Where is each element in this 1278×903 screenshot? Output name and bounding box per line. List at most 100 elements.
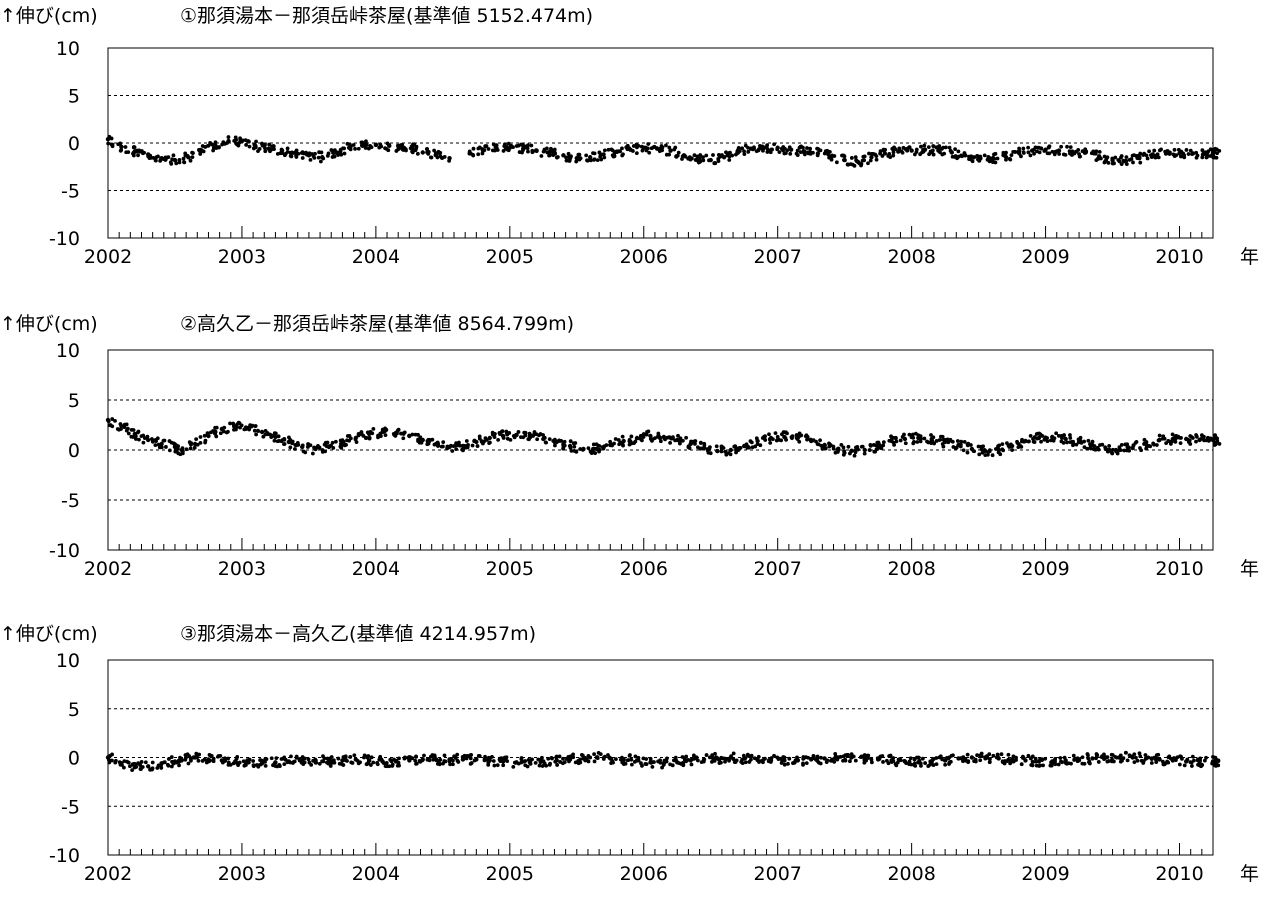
data-point-dense [414, 762, 418, 766]
data-point-dense [598, 752, 603, 756]
data-point-dense [561, 446, 566, 451]
data-point-dense [254, 432, 259, 437]
data-point-dense [629, 762, 634, 767]
data-point [1063, 436, 1068, 442]
data-point [1157, 437, 1162, 443]
data-point-dense [451, 444, 456, 449]
data-point-dense [533, 760, 538, 765]
data-point-dense [110, 758, 114, 763]
data-point [862, 447, 867, 453]
data-point-dense [586, 759, 591, 764]
data-point-dense [611, 154, 616, 159]
data-point-dense [226, 762, 231, 767]
x-tick-label: 2005 [486, 558, 534, 580]
data-point [206, 433, 211, 439]
data-point-dense [859, 754, 864, 759]
data-point [1123, 158, 1129, 164]
data-point-dense [1074, 442, 1079, 447]
data-point-dense [767, 432, 771, 437]
data-point-dense [187, 440, 192, 445]
data-point-dense [468, 761, 473, 766]
data-point-dense [1181, 151, 1186, 156]
data-point-dense [1028, 434, 1033, 438]
data-point-dense [462, 753, 467, 758]
data-point-dense [802, 756, 806, 761]
data-point-dense [1113, 155, 1118, 160]
data-point-dense [166, 757, 171, 761]
data-point-dense [876, 445, 881, 450]
data-point-dense [1078, 435, 1083, 440]
data-point-dense [918, 152, 923, 157]
data-point-dense [839, 442, 844, 447]
data-point-dense [362, 753, 367, 758]
data-point-dense [1217, 442, 1222, 446]
data-point-dense [874, 157, 879, 162]
data-point-dense [717, 761, 722, 766]
data-point-dense [251, 759, 256, 763]
data-point-dense [701, 155, 705, 159]
data-point-dense [124, 150, 129, 155]
data-point-dense [553, 443, 557, 448]
data-point-dense [1123, 442, 1128, 447]
data-point-dense [326, 151, 331, 156]
data-point-dense [354, 440, 359, 445]
data-point-dense [213, 429, 218, 434]
data-point-dense [959, 756, 963, 761]
data-point-dense [1043, 756, 1048, 761]
data-point [654, 146, 660, 151]
data-point-dense [266, 432, 270, 437]
data-point-dense [352, 753, 357, 758]
data-point-dense [799, 144, 804, 149]
data-point-dense [1123, 750, 1128, 755]
data-point [487, 435, 492, 441]
data-point-dense [1093, 447, 1098, 452]
data-point-dense [834, 160, 839, 165]
data-point-dense [592, 151, 597, 156]
data-point-dense [930, 148, 935, 153]
data-point-dense [694, 755, 699, 760]
data-point-dense [321, 754, 325, 759]
data-point-dense [502, 142, 507, 147]
data-point-dense [1051, 438, 1056, 443]
data-point-dense [190, 155, 195, 160]
data-point-dense [1110, 759, 1114, 764]
data-point-dense [702, 441, 707, 446]
data-point-dense [960, 154, 964, 159]
data-point-dense [1138, 754, 1143, 759]
data-point-dense [712, 161, 717, 166]
data-point-dense [961, 448, 966, 453]
data-point-dense [396, 760, 401, 765]
data-point-dense [1200, 155, 1205, 160]
data-point-dense [1056, 433, 1061, 438]
data-point-dense [131, 153, 136, 158]
data-point-dense [743, 756, 748, 760]
data-point-dense [613, 437, 618, 441]
data-point-dense [1208, 147, 1213, 152]
data-point-dense [166, 155, 171, 160]
data-point-dense [525, 143, 530, 148]
data-point-dense [1179, 154, 1183, 159]
data-point-dense [609, 757, 614, 761]
data-point-dense [239, 423, 244, 428]
data-point-dense [947, 145, 952, 150]
data-point-dense [1061, 152, 1066, 157]
data-point-dense [145, 434, 150, 439]
data-point-dense [224, 430, 229, 435]
data-point-dense [797, 439, 802, 444]
data-point-dense [868, 158, 873, 163]
data-point-dense [378, 144, 383, 148]
data-point-dense [306, 442, 310, 446]
x-tick-label: 2007 [754, 246, 802, 268]
data-point-dense [253, 145, 258, 150]
data-point-dense [678, 438, 683, 443]
data-point-dense [667, 145, 672, 150]
data-point-dense [542, 435, 547, 440]
data-point-dense [852, 163, 857, 168]
data-point-dense [1159, 147, 1163, 152]
data-point-dense [1013, 149, 1018, 154]
data-point-dense [211, 756, 216, 761]
data-point-dense [756, 754, 761, 759]
data-point-dense [246, 139, 251, 144]
data-point [447, 156, 452, 161]
x-tick-label: 2003 [218, 246, 266, 268]
